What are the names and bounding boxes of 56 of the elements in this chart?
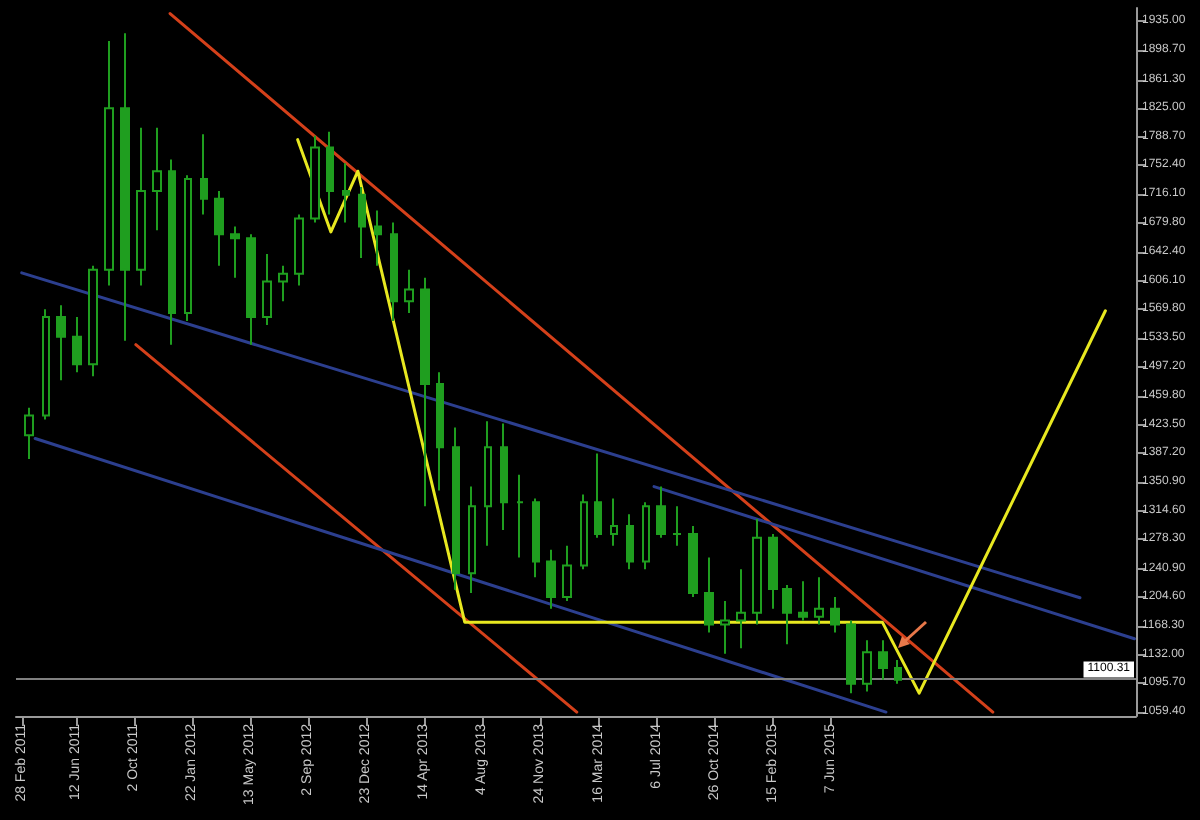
candlestick xyxy=(814,576,824,626)
candlestick xyxy=(736,568,746,650)
candlestick xyxy=(862,639,872,693)
candlestick xyxy=(436,371,444,492)
candlestick xyxy=(830,595,840,634)
candlestick xyxy=(374,209,382,267)
candlestick xyxy=(390,221,398,322)
candlestick xyxy=(358,185,366,259)
candlestick xyxy=(184,174,192,322)
candlestick xyxy=(532,497,540,579)
candlestick xyxy=(230,225,240,279)
candlestick xyxy=(326,130,334,216)
candlestick xyxy=(404,268,414,315)
candlestick xyxy=(688,524,698,598)
candlestick xyxy=(704,556,714,634)
candlestick xyxy=(798,580,808,622)
candlestick xyxy=(768,532,778,610)
candlestick xyxy=(72,316,82,374)
candlestick xyxy=(468,485,476,595)
candlestick xyxy=(610,497,618,547)
candlestick xyxy=(782,584,792,646)
candlestick xyxy=(214,189,224,267)
candlestick xyxy=(594,452,602,539)
candlestick xyxy=(580,493,588,571)
candlestick xyxy=(562,544,572,602)
candlestick xyxy=(656,485,666,539)
candlestick xyxy=(310,134,320,224)
candlestick xyxy=(88,264,98,378)
candlestick xyxy=(278,264,288,303)
candlestick xyxy=(546,548,556,610)
candlestick xyxy=(878,639,888,681)
candlestick xyxy=(342,162,350,224)
candlestick xyxy=(500,422,508,531)
candlestick xyxy=(56,304,66,382)
candlestick xyxy=(42,308,50,421)
candlestick xyxy=(294,213,304,287)
candlestick xyxy=(484,420,492,547)
candlestick xyxy=(894,659,902,685)
candlestick xyxy=(152,126,162,232)
candlestick xyxy=(246,233,256,346)
candlestick xyxy=(136,126,146,287)
candlestick xyxy=(104,40,114,287)
candlestick xyxy=(420,276,430,508)
candlestick xyxy=(642,501,650,571)
candlestick xyxy=(516,473,524,559)
candlestick xyxy=(720,599,730,655)
candlestick xyxy=(752,517,762,626)
candlestick xyxy=(200,133,208,216)
candlestick xyxy=(452,426,460,591)
candlestick xyxy=(262,252,272,326)
candlestick xyxy=(672,505,682,547)
candlestick xyxy=(626,513,634,571)
candlestick xyxy=(846,619,856,695)
candlestick xyxy=(24,406,34,460)
candlestick xyxy=(120,32,130,342)
candlestick xyxy=(168,158,176,346)
